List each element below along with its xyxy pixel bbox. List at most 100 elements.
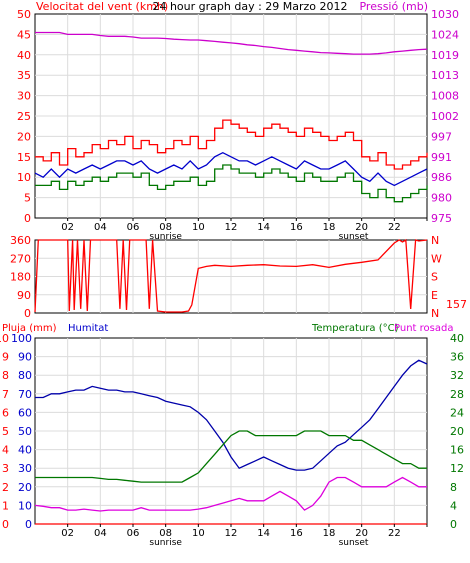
wind-axis-tick: 50: [17, 8, 31, 21]
wind-axis-tick: 10: [17, 171, 31, 184]
humidity-axis-tick: 40: [18, 444, 32, 457]
x-tick-label: 16: [290, 222, 303, 233]
rain-axis-tick: 5: [2, 425, 9, 438]
temperature-axis-tick: 0: [450, 518, 457, 531]
rain-axis-tick: 6: [2, 406, 9, 419]
temperature-axis-tick: 40: [450, 332, 464, 345]
rain-axis-tick: 1: [2, 499, 9, 512]
rain-axis-tick: 0: [2, 518, 9, 531]
wind-axis-tick: 0: [24, 212, 31, 225]
temperature-axis-tick: 20: [450, 425, 464, 438]
temperature-axis-tick: 36: [450, 351, 464, 364]
dew-point-line: [34, 476, 427, 512]
temperature-line: [35, 430, 427, 483]
humidity-axis-tick: 30: [18, 462, 32, 475]
temperature-label: Temperatura (°C): [311, 323, 399, 334]
sunrise-label: sunrise: [149, 232, 182, 242]
humidity-axis-tick: 20: [18, 481, 32, 494]
rain-axis-tick: 8: [2, 369, 9, 382]
wind-axis-tick: 45: [17, 28, 31, 41]
pressure-axis-tick: 1008: [431, 90, 459, 103]
x-tick-label: 14: [257, 222, 270, 233]
direction-axis-tick: 180: [10, 271, 31, 284]
graph-title: 24 hour graph day : 29 Marzo 2012: [152, 0, 347, 13]
x-tick-label: 02: [61, 528, 74, 539]
x-tick-label: 10: [192, 222, 205, 233]
x-tick-label: 14: [257, 528, 270, 539]
x-tick-label: 22: [388, 222, 401, 233]
x-tick-label: 08: [159, 528, 172, 539]
direction-axis-tick: 0: [24, 307, 31, 320]
x-tick-label: 12: [225, 222, 238, 233]
wind-axis-tick: 20: [17, 130, 31, 143]
compass-axis-tick: W: [431, 252, 442, 265]
temperature-axis-tick: 8: [450, 481, 457, 494]
wind-title: Velocitat del vent (kmh): [36, 0, 168, 13]
rain-axis-tick: 3: [2, 462, 9, 475]
wind-avg-line: [34, 151, 428, 187]
humidity-axis-tick: 10: [18, 499, 32, 512]
humidity-label: Humitat: [68, 323, 108, 334]
sunset-label: sunset: [339, 232, 369, 242]
rain-axis-tick: 4: [2, 444, 9, 457]
temperature-axis-tick: 24: [450, 406, 464, 419]
humidity-axis-tick: 90: [18, 351, 32, 364]
wind-axis-tick: 25: [17, 110, 31, 123]
wind-axis-tick: 15: [17, 151, 31, 164]
x-tick-label: 18: [323, 222, 336, 233]
temperature-axis-tick: 16: [450, 444, 464, 457]
x-tick-label: 18: [323, 528, 336, 539]
pressure-axis-tick: 997: [431, 130, 452, 143]
direction-axis-tick: 270: [10, 252, 31, 265]
sunrise-label: sunrise: [149, 538, 182, 548]
rain-axis-tick: 10: [0, 332, 9, 345]
pressure-axis-tick: 975: [431, 212, 452, 225]
x-tick-label: 20: [355, 222, 368, 233]
wind-direction-line: [34, 238, 428, 313]
rain-axis-tick: 9: [2, 351, 9, 364]
x-tick-label: 20: [355, 528, 368, 539]
rain-label: Pluja (mm): [2, 323, 57, 334]
x-tick-label: 02: [61, 222, 74, 233]
pressure-axis-tick: 1013: [431, 69, 459, 82]
compass-axis-tick: N: [431, 307, 439, 320]
x-tick-label: 08: [159, 222, 172, 233]
compass-axis-tick: E: [431, 289, 438, 302]
pressure-axis-tick: 986: [431, 171, 452, 184]
temperature-axis-tick: 32: [450, 369, 464, 382]
rain-axis-tick: 7: [2, 388, 9, 401]
humidity-axis-tick: 50: [18, 425, 32, 438]
pressure-axis-tick: 1002: [431, 110, 459, 123]
humidity-axis-tick: 60: [18, 406, 32, 419]
wind-axis-tick: 30: [17, 90, 31, 103]
humidity-axis-tick: 70: [18, 388, 32, 401]
wind-axis-tick: 40: [17, 49, 31, 62]
pressure-axis-tick: 1030: [431, 8, 459, 21]
direction-current-value: 157: [446, 298, 467, 311]
x-tick-label: 06: [127, 222, 140, 233]
pressure-axis-tick: 991: [431, 151, 452, 164]
dew-point-label: Punt rosada: [394, 323, 453, 334]
humidity-axis-tick: 100: [11, 332, 32, 345]
x-tick-label: 04: [94, 222, 107, 233]
temperature-axis-tick: 4: [450, 499, 457, 512]
x-tick-label: 22: [388, 528, 401, 539]
x-tick-label: 16: [290, 528, 303, 539]
wind-axis-tick: 5: [24, 192, 31, 205]
temperature-axis-tick: 12: [450, 462, 464, 475]
wind-low-line: [35, 164, 428, 203]
temperature-axis-tick: 28: [450, 388, 464, 401]
wind-axis-tick: 35: [17, 69, 31, 82]
direction-axis-tick: 360: [10, 234, 31, 247]
humidity-axis-tick: 0: [25, 518, 32, 531]
wind-pressure-panel: 0510152025303540455097598098699199710021…: [17, 8, 459, 242]
compass-axis-tick: N: [431, 234, 439, 247]
pressure-title: Pressió (mb): [359, 0, 428, 13]
pressure-axis-tick: 1019: [431, 49, 459, 62]
temp-humidity-rain-panel: 0102030405060708090100012345678910048121…: [0, 332, 464, 548]
x-tick-label: 04: [94, 528, 107, 539]
x-tick-label: 10: [192, 528, 205, 539]
